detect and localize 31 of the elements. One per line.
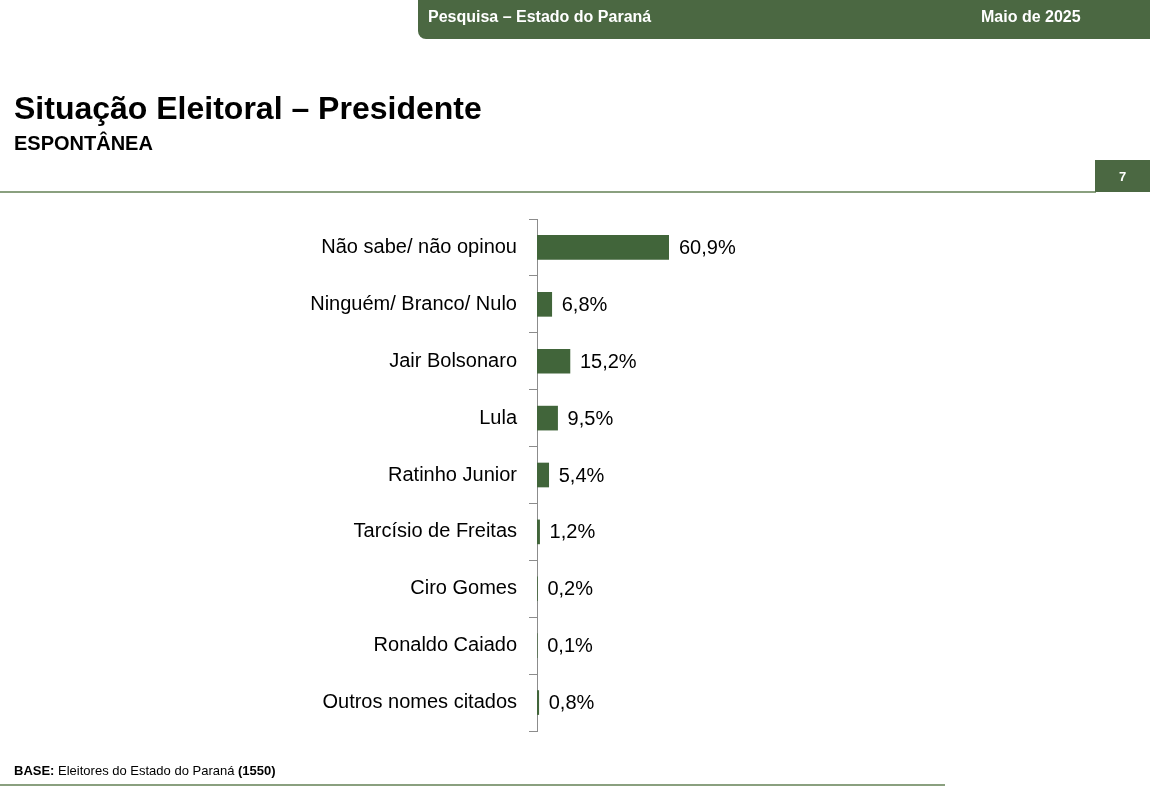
text: BASE: Eleitores do Estado do Paraná (1550): [14, 763, 276, 778]
y-tick-label: Lula: [479, 405, 518, 428]
y-tick-label: Jair Bolsonaro: [389, 348, 517, 371]
bar: [537, 519, 540, 545]
text: Pesquisa – Estado do Paraná: [428, 8, 652, 25]
y-tick-label: Outros nomes citados: [322, 690, 517, 713]
data-label: 0,8%: [548, 691, 595, 714]
y-tick-label: Ninguém/ Branco/ Nulo: [310, 291, 517, 314]
y-tick-label: Ciro Gomes: [410, 576, 517, 599]
data-label: 15,2%: [579, 349, 637, 372]
data-label: 0,1%: [547, 634, 594, 657]
bar: [537, 292, 553, 317]
data-label: 5,4%: [558, 463, 605, 486]
text: Situação Eleitoral – Presidente: [14, 90, 482, 126]
data-label: 1,2%: [549, 520, 596, 543]
bar: [537, 405, 558, 431]
bar: [537, 462, 550, 488]
data-label: 6,8%: [561, 292, 608, 315]
text: 7: [1117, 169, 1128, 184]
bar: [537, 348, 571, 374]
bar: [537, 690, 540, 715]
text: Maio de 2025: [981, 8, 1081, 25]
y-tick-label: Ronaldo Caiado: [373, 633, 517, 656]
y-tick-label: Tarcísio de Freitas: [353, 519, 517, 542]
data-label: 9,5%: [567, 406, 614, 429]
bar: [537, 235, 669, 260]
data-label: 0,2%: [547, 577, 594, 600]
y-tick-label: Não sabe/ não opinou: [321, 234, 517, 257]
data-label: 60,9%: [679, 235, 736, 258]
y-tick-label: Ratinho Junior: [388, 462, 518, 485]
text: ESPONTÂNEA: [14, 132, 153, 154]
